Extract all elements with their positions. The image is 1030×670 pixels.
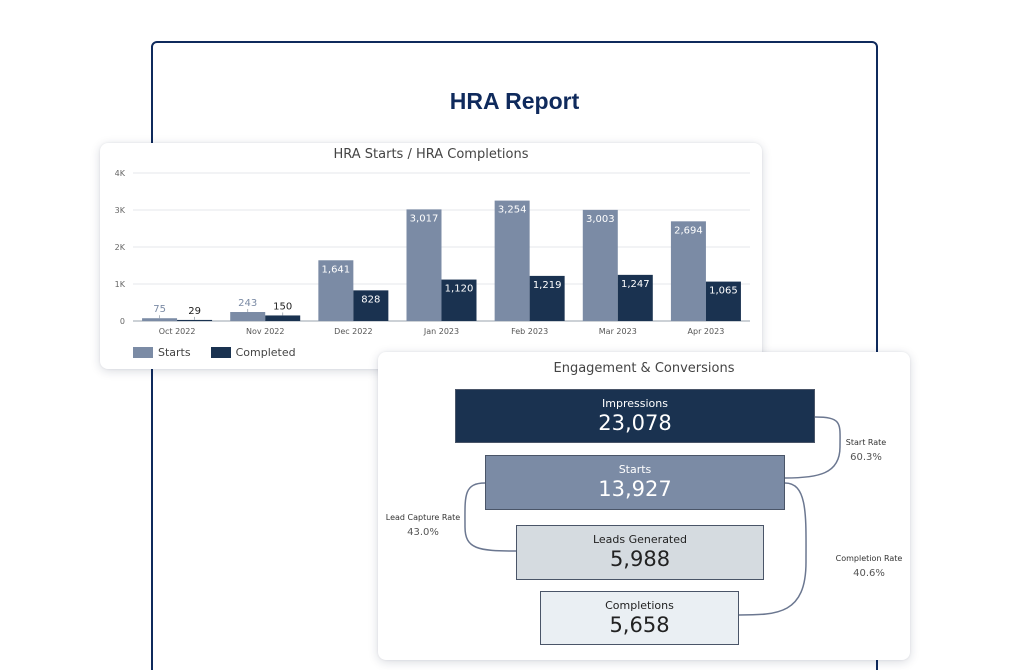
bar-completed [177, 319, 213, 321]
bar-starts [230, 312, 266, 321]
bar-chart-card: HRA Starts / HRA Completions 0 1K 2K 3K 4K 75… [100, 143, 762, 369]
data-label: 828 [361, 294, 380, 305]
stage-leads: Leads Generated 5,988 [516, 525, 764, 580]
legend-swatch-completed [210, 347, 231, 358]
bar-starts [670, 221, 706, 321]
report-title: HRA Report [449, 88, 580, 114]
bar-chart-title: HRA Starts / HRA Completions [333, 147, 529, 162]
bar-chart-svg: 0 1K 2K 3K 4K 75 29 Oct 2022 243 150 Nov 2022 1,641… [115, 169, 750, 336]
data-label: 1,641 [322, 264, 351, 275]
funnel-card: Engagement & Conversions Impressions 23,… [378, 352, 910, 660]
data-label: 29 [188, 306, 201, 317]
data-label: 75 [153, 304, 166, 315]
y-tick-label: 4K [115, 169, 126, 178]
data-label: 2,694 [674, 225, 703, 236]
y-tick-label: 3K [115, 206, 126, 215]
rate-start-label: Start Rate [845, 438, 887, 447]
y-tick-label: 2K [115, 243, 126, 252]
x-tick-label: Apr 2023 [688, 327, 725, 336]
data-label: 150 [273, 301, 292, 312]
bar-starts [318, 260, 354, 321]
y-tick-label: 0 [120, 317, 125, 326]
legend-swatch-starts [133, 347, 153, 358]
bar-completed [441, 279, 477, 321]
stage-completions-label: Completions [605, 599, 674, 612]
stage-impressions-value: 23,078 [598, 411, 672, 435]
legend-label-starts: Starts [158, 346, 191, 359]
data-label: 3,017 [410, 213, 439, 224]
bar-completed [617, 274, 653, 321]
rate-lead-capture-label: Lead Capture Rate [385, 513, 461, 522]
bar-completed [353, 290, 389, 321]
rate-start-value: 60.3% [850, 452, 882, 463]
connector-lead-capture-rate [464, 482, 517, 552]
legend-label-completed: Completed [235, 346, 296, 359]
funnel-connectors [464, 416, 841, 616]
bar-chart-legend: Starts Completed [133, 346, 310, 359]
funnel-title: Engagement & Conversions [553, 361, 735, 376]
bar-completed [265, 315, 301, 321]
data-label: 1,247 [621, 279, 650, 290]
rate-start: Start Rate 60.3% [833, 438, 899, 463]
data-label: 1,120 [445, 284, 474, 295]
x-tick-label: Jan 2023 [423, 327, 459, 336]
bar-completed [705, 281, 741, 321]
rate-lead-capture: Lead Capture Rate 43.0% [380, 513, 466, 538]
stage-starts: Starts 13,927 [485, 455, 785, 510]
bar-starts [582, 209, 618, 321]
stage-completions-value: 5,658 [609, 613, 670, 637]
rate-completion: Completion Rate 40.6% [830, 554, 908, 579]
connector-start-rate [784, 416, 841, 479]
stage-leads-label: Leads Generated [592, 533, 687, 546]
y-tick-label: 1K [115, 280, 126, 289]
bar-starts [142, 318, 178, 321]
x-tick-label: Dec 2022 [334, 327, 372, 336]
data-label: 3,003 [586, 214, 615, 225]
x-tick-label: Oct 2022 [159, 327, 196, 336]
rate-completion-value: 40.6% [853, 568, 885, 579]
bar-starts [494, 200, 530, 321]
x-tick-label: Nov 2022 [246, 327, 285, 336]
connector-completion-rate [738, 482, 807, 616]
data-label: 243 [238, 298, 257, 309]
stage-completions: Completions 5,658 [540, 591, 739, 645]
x-tick-label: Feb 2023 [511, 327, 548, 336]
stage-impressions-label: Impressions [602, 397, 668, 410]
data-label: 1,065 [709, 286, 738, 297]
stage-starts-label: Starts [618, 463, 652, 476]
stage-leads-value: 5,988 [609, 547, 671, 571]
legend-item-starts: Starts [133, 346, 191, 359]
stage-starts-value: 13,927 [598, 477, 672, 501]
rate-lead-capture-value: 43.0% [407, 527, 439, 538]
x-tick-label: Mar 2023 [599, 327, 637, 336]
data-label: 1,219 [533, 280, 562, 291]
bar-completed [529, 275, 565, 321]
legend-item-completed: Completed [210, 346, 296, 359]
stage-impressions: Impressions 23,078 [455, 389, 815, 443]
rate-completion-label: Completion Rate [835, 554, 903, 563]
bar-starts [406, 209, 442, 321]
data-label: 3,254 [498, 205, 527, 216]
